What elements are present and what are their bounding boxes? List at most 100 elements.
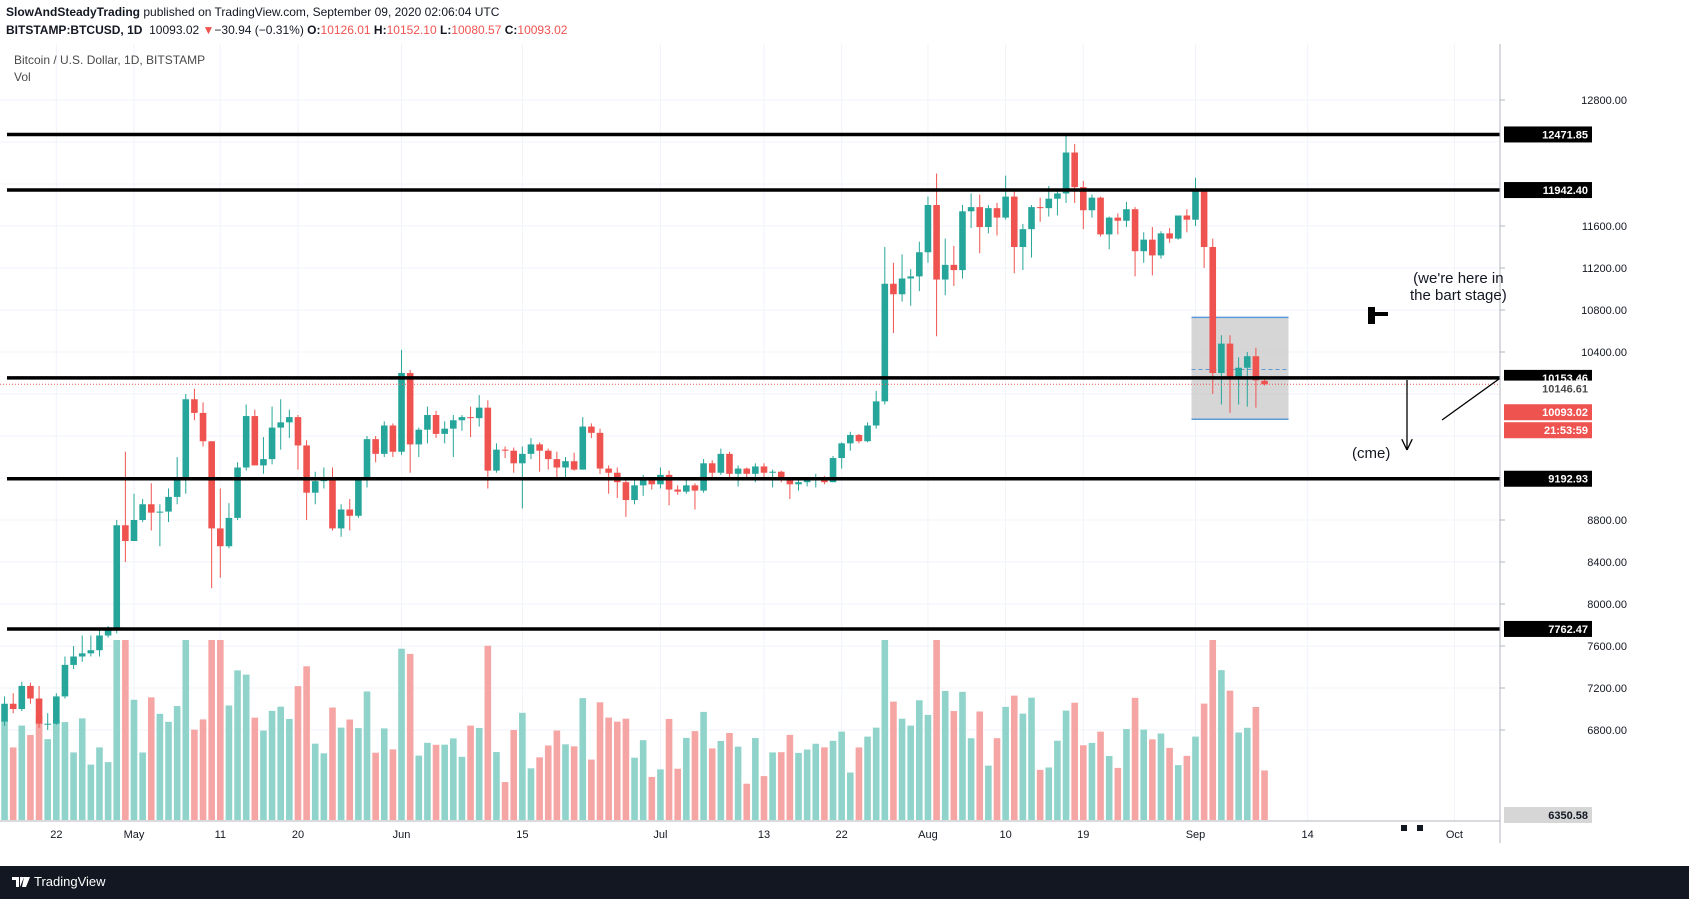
volume-bar — [294, 686, 302, 820]
price-tick-label: 8800.00 — [1587, 515, 1627, 527]
last-price-label: 10093.02 — [1542, 407, 1588, 419]
candle-body — [191, 399, 198, 413]
candle-body — [1010, 196, 1018, 247]
candle-body — [1114, 217, 1122, 221]
volume-bar — [562, 744, 569, 820]
volume-bar — [1019, 713, 1027, 820]
volume-bar — [941, 690, 949, 820]
candle-body — [53, 696, 60, 724]
tradingview-logo-icon[interactable] — [12, 875, 30, 889]
countdown-label: 21:53:59 — [1544, 425, 1588, 437]
candle-body — [329, 480, 336, 529]
volume-bar — [1235, 732, 1242, 820]
candle-body — [18, 685, 26, 709]
volume-bar — [1209, 640, 1217, 820]
price-tick-label: 12800.00 — [1581, 95, 1627, 107]
candle-body — [104, 630, 112, 636]
candle-body — [777, 471, 785, 478]
candle-body — [734, 468, 742, 474]
candle-body — [1252, 356, 1260, 381]
volume-bar — [191, 729, 198, 820]
candle-body — [61, 664, 69, 697]
time-tick-label: 19 — [1077, 829, 1089, 841]
volume-bar — [605, 717, 612, 820]
close-label: C: — [504, 23, 518, 37]
candle-body — [1, 703, 8, 722]
volume-bar — [156, 713, 164, 820]
volume-bar — [1243, 727, 1251, 820]
candle-body — [562, 461, 569, 468]
arrow-down-cme-head-b — [1406, 438, 1413, 451]
change-value: −30.94 (−0.31%) — [214, 23, 304, 37]
volume-bar — [225, 705, 233, 820]
gavel-icon — [1368, 307, 1375, 324]
volume-bar — [415, 755, 423, 820]
candle-body — [380, 425, 388, 454]
arrow-down-cme-head-a — [1401, 438, 1408, 451]
candle-body — [173, 480, 181, 497]
candle-body — [70, 656, 77, 665]
candle-body — [501, 449, 509, 451]
volume-bar — [96, 747, 103, 820]
candle-body — [553, 459, 561, 468]
time-tick-label: May — [124, 829, 145, 841]
author-name[interactable]: SlowAndSteadyTrading — [6, 5, 141, 19]
volume-bar — [1252, 707, 1260, 820]
candle-body — [648, 479, 656, 485]
volume-bar — [61, 722, 69, 820]
volume-bar — [303, 666, 310, 820]
symbol-label: BITSTAMP:BTCUSD, 1D — [6, 23, 143, 37]
volume-bar — [78, 718, 86, 820]
volume-bar — [717, 740, 725, 820]
candle-body — [303, 445, 310, 493]
volume-bar — [527, 768, 535, 820]
candle-body — [311, 481, 319, 493]
price-tick-label: 7600.00 — [1587, 641, 1627, 653]
candle-body — [967, 207, 975, 212]
volume-bar — [1105, 755, 1113, 820]
volume-bar — [760, 776, 768, 820]
chart-canvas[interactable]: 6800.00 7200.00 7600.00 8000.00 8400.00 8800.… — [0, 44, 1689, 866]
volume-value-label: 6350.58 — [1548, 810, 1588, 822]
volume-bar — [1080, 745, 1087, 820]
volume-bar — [1088, 742, 1096, 820]
volume-bar — [9, 747, 17, 820]
volume-bar — [881, 640, 889, 820]
time-tick-label: 13 — [758, 829, 770, 841]
volume-bar — [1174, 765, 1182, 820]
volume-bar — [700, 711, 707, 820]
volume-bar — [147, 697, 155, 820]
volume-bar — [683, 737, 690, 820]
candle-body — [933, 205, 940, 280]
volume-bar — [1200, 703, 1208, 820]
candle-body — [1183, 215, 1191, 220]
candle-body — [1140, 239, 1148, 252]
volume-bar — [1036, 769, 1044, 820]
volume-bar — [165, 721, 172, 820]
tradingview-brand[interactable]: TradingView — [34, 874, 106, 889]
volume-bar — [484, 645, 492, 820]
low-label: L: — [440, 23, 452, 37]
candle-body — [44, 723, 51, 725]
time-tick-label: 14 — [1302, 829, 1314, 841]
volume-bar — [268, 710, 276, 820]
volume-bar — [1123, 728, 1130, 820]
volume-bar — [27, 735, 34, 820]
candle-body — [208, 441, 215, 529]
volume-bar — [363, 691, 371, 820]
volume-bar — [846, 772, 854, 820]
price-chart[interactable]: 6800.00 7200.00 7600.00 8000.00 8400.00 8800.… — [0, 44, 1689, 866]
volume-bar — [458, 756, 466, 820]
candle-body — [217, 528, 224, 547]
candle-body — [441, 428, 448, 434]
candle-body — [1209, 247, 1217, 373]
candle-body — [1235, 367, 1242, 378]
candle-body — [536, 444, 543, 451]
candle-body — [277, 422, 285, 428]
volume-bar — [1054, 740, 1061, 820]
candle-body — [1071, 152, 1078, 188]
price-axis — [1500, 44, 1689, 866]
candle-body — [182, 399, 190, 481]
candle-body — [950, 264, 958, 271]
volume-bar — [976, 711, 984, 820]
